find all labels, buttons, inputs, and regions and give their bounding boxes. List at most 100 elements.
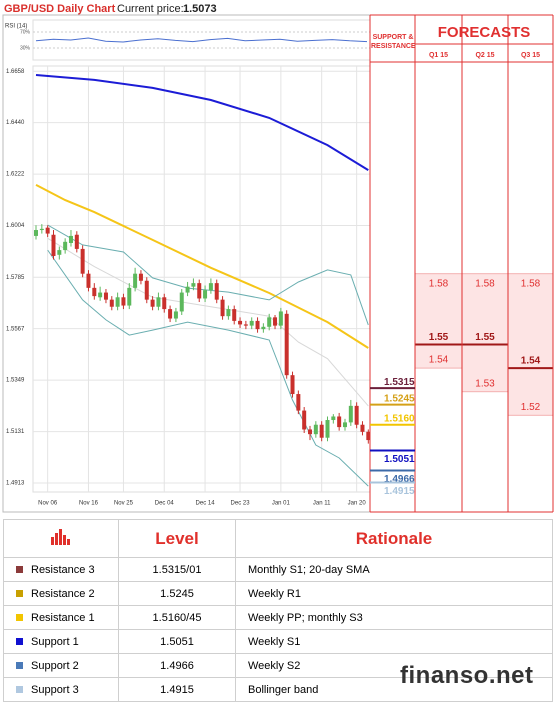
candle-body	[92, 287, 97, 297]
x-tick-label: Dec 23	[231, 501, 251, 507]
table-row: Support 3 1.4915 Bollinger band	[3, 677, 553, 702]
cell-text: Resistance 2	[31, 587, 95, 600]
table-row: Support 1 1.5051 Weekly S1	[3, 629, 553, 654]
candle-body	[290, 375, 295, 395]
table-cell: Weekly PP; monthly S3	[235, 605, 553, 630]
table-cell: Resistance 2	[3, 581, 119, 606]
level-label: 1.5245	[384, 393, 415, 404]
table-row: Resistance 2 1.5245 Weekly R1	[3, 581, 553, 606]
table-row: Resistance 3 1.5315/01 Monthly S1; 20-day …	[3, 557, 553, 582]
candle-body	[57, 250, 62, 255]
forecast-label: 1.54	[521, 356, 541, 367]
candle-body	[325, 420, 330, 438]
table-cell: Support 2	[3, 653, 119, 678]
candle-body	[313, 424, 318, 435]
forecast-label: 1.55	[475, 332, 495, 343]
current-price: 1.5073	[183, 3, 217, 15]
y-tick-label: 1.5131	[6, 429, 25, 435]
level-label: 1.4915	[384, 486, 415, 497]
table-cell: Resistance 1	[3, 605, 119, 630]
level-label: 1.5315	[384, 377, 415, 388]
levels-table: Level Rationale Resistance 3 1.5315/01 Mon…	[3, 519, 553, 702]
cell-text: Weekly S1	[248, 635, 301, 648]
candle-body	[203, 290, 208, 299]
y-tick-label: 1.4913	[6, 481, 25, 487]
y-tick-label: 1.6440	[6, 120, 25, 126]
color-swatch	[16, 589, 23, 597]
candle-body	[39, 228, 44, 231]
rsi-line	[35, 37, 368, 43]
color-swatch	[16, 613, 23, 621]
table-cell: 1.5245	[118, 581, 236, 606]
cell-text: Resistance 3	[31, 563, 95, 576]
indicator-line	[47, 237, 369, 407]
y-tick-label: 1.5785	[6, 275, 25, 281]
cell-text: 1.4966	[160, 659, 194, 672]
y-tick-label: 1.6658	[6, 69, 25, 75]
candle-body	[98, 292, 103, 298]
cell-text: 1.5160/45	[152, 611, 202, 624]
cell-text: Support 2	[31, 659, 79, 672]
cell-text: 1.5315/01	[152, 563, 202, 576]
table-cell: 1.5315/01	[118, 557, 236, 582]
y-tick-label: 1.5567	[6, 326, 25, 332]
cell-text: Weekly R1	[248, 587, 301, 600]
cell-text: 1.5245	[160, 587, 194, 600]
chart: GBP/USD Daily Chart Current price: 1.507…	[2, 3, 554, 513]
header-cell: Level	[118, 519, 236, 558]
level-label: 1.5160	[384, 413, 415, 424]
x-tick-label: Jan 01	[272, 501, 291, 507]
candle-body	[284, 313, 289, 376]
candle-body	[138, 273, 143, 281]
table-cell: Monthly S1; 20-day SMA	[235, 557, 553, 582]
candle-body	[109, 299, 114, 307]
candle-body	[354, 405, 359, 425]
candle-body	[342, 422, 347, 428]
forecast-range	[507, 273, 554, 416]
candle-body	[68, 235, 73, 244]
candle-body	[45, 227, 50, 234]
cell-text: Support 3	[31, 683, 79, 696]
table-header: Level Rationale	[3, 519, 553, 558]
forecast-label: 1.58	[475, 278, 495, 289]
header-icon	[3, 519, 119, 558]
candle-body	[331, 416, 336, 421]
forecast-label: 1.58	[521, 278, 541, 289]
candle-body	[267, 317, 272, 327]
candle-body	[308, 429, 313, 435]
table-cell: Bollinger band	[235, 677, 553, 702]
color-swatch	[16, 661, 23, 669]
candle-body	[360, 424, 365, 432]
rsi-label: RSI (14)	[5, 24, 27, 30]
candle-body	[34, 230, 38, 236]
forecast-column: Q3 15	[521, 52, 540, 59]
icon	[51, 529, 70, 545]
cell-text: 1.5051	[160, 635, 194, 648]
table-cell: Weekly S1	[235, 629, 553, 654]
x-tick-label: Dec 14	[196, 501, 216, 507]
candle-body	[86, 273, 91, 288]
candle-body	[63, 241, 68, 251]
table-cell: Support 3	[3, 677, 119, 702]
candle-body	[80, 248, 85, 274]
indicator-line	[47, 249, 369, 487]
table-cell: Weekly R1	[235, 581, 553, 606]
cell-text: Resistance 1	[31, 611, 95, 624]
candle-body	[302, 410, 307, 430]
y-tick-label: 1.6004	[6, 223, 25, 229]
forecast-range	[461, 273, 509, 393]
candle-body	[278, 311, 283, 326]
rsi-tick-label: 30%	[20, 45, 31, 51]
x-tick-label: Nov 06	[38, 501, 58, 507]
level-label: 1.5051	[384, 454, 415, 465]
candle-body	[319, 424, 324, 438]
y-tick-label: 1.5349	[6, 378, 25, 384]
table-cell: 1.4966	[118, 653, 236, 678]
candle-body	[179, 292, 184, 312]
support-resistance-title: SUPPORT & RESISTANCE	[371, 34, 416, 50]
level-label: 1.4966	[384, 474, 415, 485]
forecast-label: 1.55	[429, 332, 449, 343]
table-cell: Resistance 3	[3, 557, 119, 582]
candle-body	[249, 320, 254, 326]
table-cell: Support 1	[3, 629, 119, 654]
